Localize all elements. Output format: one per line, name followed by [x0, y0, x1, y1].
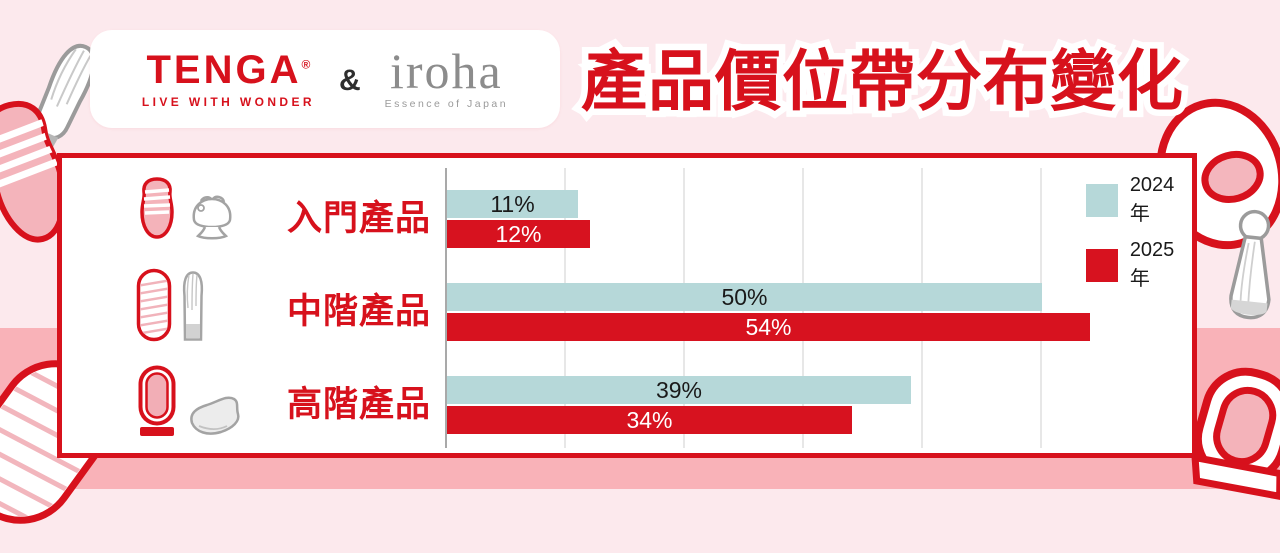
- category-label-high: 高階產品: [286, 385, 431, 424]
- tenga-tagline: LIVE WITH WONDER: [141, 94, 315, 109]
- infographic-page: { "header": { "logo_tenga": { "wordmark"…: [0, 30, 1280, 533]
- iroha-stick-icon: [182, 271, 204, 341]
- legend-label-2024: 2024年: [1129, 174, 1175, 225]
- ampersand: &: [338, 64, 361, 97]
- bar-value-label: 39%: [655, 376, 703, 403]
- legend-label-2025: 2025年: [1129, 239, 1175, 290]
- iroha-tagline: Essence of Japan: [384, 98, 509, 111]
- chart-panel: 入門產品 中階產品 高階產品 11% 12% 50% 54% 39% 34% 2…: [57, 153, 1197, 458]
- category-icons-mid: [136, 268, 205, 342]
- category-label-entry: 入門產品: [286, 199, 431, 238]
- category-icons-high: [136, 363, 245, 437]
- tenga-flip-illustration: [1191, 367, 1280, 501]
- legend-swatch-2025: [1086, 248, 1118, 282]
- registered-mark: ®: [301, 57, 311, 72]
- bar-value-label: 50%: [721, 283, 768, 310]
- brand-logo-box: TENGA® LIVE WITH WONDER & iroha Essence …: [90, 30, 560, 128]
- iroha-kokeshi-illustration: [1229, 209, 1271, 320]
- tenga-wordmark: TENGA: [146, 47, 302, 92]
- bar-2025-high: 34%: [447, 406, 852, 434]
- bar-2024-entry: 11%: [447, 190, 578, 218]
- category-label-mid: 中階產品: [286, 292, 431, 331]
- iroha-wordmark: iroha: [390, 42, 503, 99]
- bar-value-label: 11%: [490, 190, 535, 217]
- iroha-curve-icon: [190, 396, 240, 435]
- legend-swatch-2024: [1086, 183, 1118, 217]
- bar-2024-high: 39%: [447, 376, 911, 404]
- tenga-cup-illustration: [0, 100, 67, 243]
- bar-value-label: 54%: [745, 313, 792, 340]
- chart-legend: 2024年 2025年: [1086, 174, 1192, 304]
- tenga-flip-icon: [138, 365, 176, 436]
- iroha-petit-icon: [192, 195, 232, 240]
- tenga-soft-tube-icon: [136, 268, 172, 342]
- page-title-outline: 產品價位帶分布變化: [575, 38, 1190, 125]
- bar-value-label: 34%: [626, 406, 673, 433]
- y-axis-line: [445, 168, 447, 448]
- tenga-logo: TENGA® LIVE WITH WONDER: [142, 50, 315, 109]
- bar-2024-mid: 50%: [447, 283, 1042, 311]
- legend-item-2024: 2024年: [1086, 174, 1192, 226]
- page-title-text: 產品價位帶分布變化: [581, 44, 1184, 118]
- chart-area: 入門產品 中階產品 高階產品 11% 12% 50% 54% 39% 34% 2…: [62, 158, 1192, 453]
- legend-item-2025: 2025年: [1086, 239, 1192, 291]
- iroha-logo: iroha Essence of Japan: [384, 42, 509, 111]
- page-title: 產品價位帶分布變化 產品價位帶分布變化: [570, 38, 1195, 125]
- tenga-cup-icon: [140, 177, 174, 239]
- bar-value-label: 12%: [495, 220, 542, 247]
- bar-2025-entry: 12%: [447, 220, 590, 248]
- bar-2025-mid: 54%: [447, 313, 1090, 341]
- category-icons-entry: [136, 176, 237, 240]
